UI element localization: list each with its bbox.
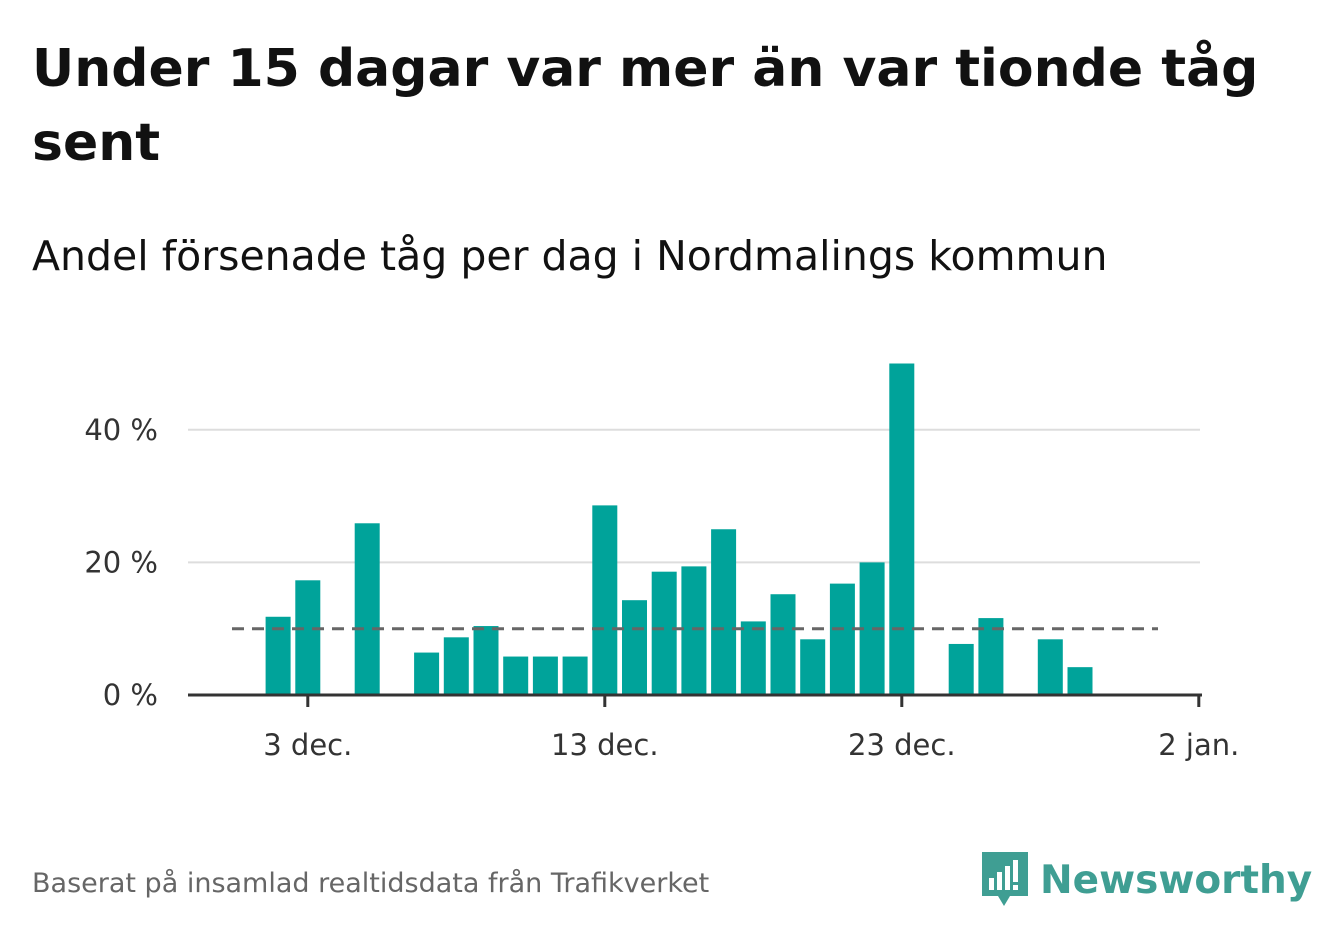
bars [265,363,1093,695]
brand-name: Newsworthy [1040,857,1313,903]
bar [800,639,826,695]
bar [770,594,796,695]
bar [414,652,440,695]
bar [651,571,677,695]
bar [829,583,855,695]
y-axis-ticks: 0 % 20 % 40 % [84,413,158,712]
bar [681,566,707,695]
chart-subtitle: Andel försenade tåg per dag i Nordmaling… [32,232,1108,280]
x-tick-label: 2 jan. [1158,728,1239,762]
bar [978,618,1004,695]
bar [354,523,380,695]
bar [1067,667,1093,695]
newsworthy-logo: Newsworthy [980,850,1312,910]
bar [473,626,499,695]
bar [622,600,647,695]
bar [740,621,766,695]
bar [948,643,974,695]
bar [562,656,588,695]
y-tick-label: 40 % [84,413,158,447]
bar-chart: 0 % 20 % 40 % 3 dec. 13 dec. 23 dec. 2 jan. [84,363,1239,762]
x-tick-label: 3 dec. [263,728,352,762]
bar [1037,639,1063,695]
chart-title: Under 15 dagar var mer än var tionde tåg… [32,39,1259,173]
bar [443,637,469,695]
x-tick-label: 13 dec. [551,728,659,762]
newsworthy-logo-icon [982,852,1028,906]
source-note: Baserat på insamlad realtidsdata från Tr… [32,868,710,899]
bar [295,580,321,695]
grid-lines [188,428,1200,564]
bar [889,363,915,695]
bar [532,656,558,695]
y-tick-label: 20 % [84,545,158,579]
y-tick-label: 0 % [103,678,158,712]
x-axis-ticks: 3 dec. 13 dec. 23 dec. 2 jan. [263,695,1239,762]
bar [711,529,737,695]
bar [592,505,618,695]
x-tick-label: 23 dec. [848,728,956,762]
bar [503,656,529,695]
